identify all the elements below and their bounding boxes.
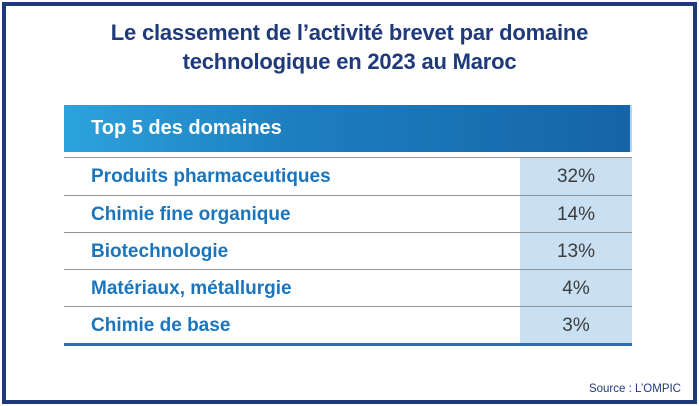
percent-value: 3%	[520, 307, 632, 343]
table-row: Produits pharmaceutiques 32%	[64, 158, 632, 195]
table-row: Chimie fine organique 14%	[64, 195, 632, 232]
domain-label: Chimie de base	[64, 307, 520, 343]
domain-label: Biotechnologie	[64, 233, 520, 269]
percent-value: 32%	[520, 158, 632, 195]
percent-value: 4%	[520, 270, 632, 306]
percent-value: 14%	[520, 196, 632, 232]
page-title-line-1: Le classement de l’activité brevet par d…	[110, 20, 589, 45]
table-row: Biotechnologie 13%	[64, 232, 632, 269]
domain-label: Matériaux, métallurgie	[64, 270, 520, 306]
page-title: Le classement de l’activité brevet par d…	[6, 18, 693, 76]
percent-value: 13%	[520, 233, 632, 269]
source-attribution: Source : L’OMPIC	[588, 383, 681, 395]
page-title-line-2: technologique en 2023 au Maroc	[182, 49, 517, 75]
table-body: Produits pharmaceutiques 32% Chimie fine…	[64, 157, 632, 346]
domain-label: Produits pharmaceutiques	[64, 158, 520, 195]
table-header: Top 5 des domaines	[64, 105, 632, 152]
top5-domains-table: Top 5 des domaines Produits pharmaceutiq…	[64, 105, 632, 346]
domain-label: Chimie fine organique	[64, 196, 520, 232]
table-row: Matériaux, métallurgie 4%	[64, 269, 632, 306]
table-row: Chimie de base 3%	[64, 306, 632, 343]
